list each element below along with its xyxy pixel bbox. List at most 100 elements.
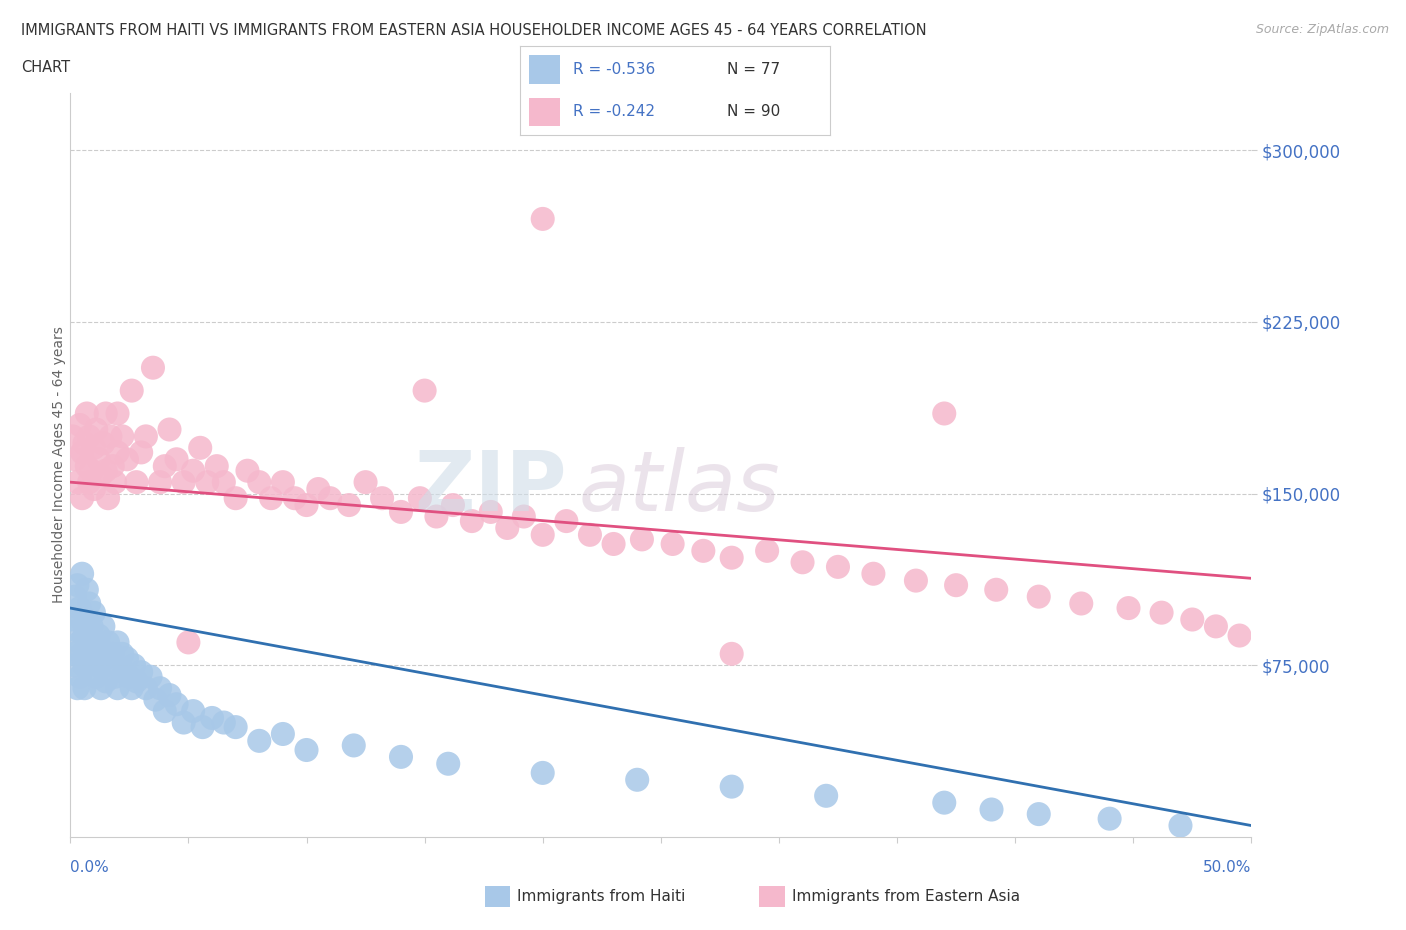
Point xyxy=(70,491,93,506)
Point xyxy=(70,566,93,581)
Point xyxy=(1028,806,1050,821)
Point xyxy=(62,612,84,627)
Point xyxy=(225,720,247,735)
Point xyxy=(479,504,502,519)
Point xyxy=(111,646,134,661)
Point xyxy=(1118,601,1140,616)
Point xyxy=(135,681,157,696)
Point xyxy=(76,642,98,657)
Point xyxy=(307,482,329,497)
Point xyxy=(205,458,228,473)
Point xyxy=(496,521,519,536)
Point xyxy=(166,697,188,711)
Bar xyxy=(530,98,561,126)
Point xyxy=(97,635,120,650)
Point xyxy=(343,738,366,753)
Point xyxy=(1028,590,1050,604)
Point xyxy=(295,498,318,512)
Point xyxy=(93,436,115,451)
Point xyxy=(69,670,91,684)
Point xyxy=(63,658,86,672)
Point xyxy=(73,658,96,672)
Point xyxy=(441,498,464,512)
Point xyxy=(461,513,484,528)
Point xyxy=(177,635,200,650)
Point xyxy=(73,436,96,451)
Point xyxy=(181,704,204,719)
Point xyxy=(188,441,211,456)
Point xyxy=(80,463,103,478)
Point xyxy=(80,619,103,634)
Point xyxy=(1229,628,1251,643)
Point xyxy=(104,670,127,684)
Point xyxy=(602,537,624,551)
Point xyxy=(87,452,110,467)
Point xyxy=(159,422,181,437)
Point xyxy=(389,750,412,764)
Point xyxy=(90,468,112,483)
Point xyxy=(73,628,96,643)
Point xyxy=(531,211,554,226)
Point xyxy=(236,463,259,478)
Point xyxy=(80,651,103,666)
Point xyxy=(76,612,98,627)
Text: N = 90: N = 90 xyxy=(727,104,780,119)
Point xyxy=(1181,612,1204,627)
Point xyxy=(153,458,176,473)
Point xyxy=(114,665,136,680)
Point xyxy=(181,463,204,478)
Point xyxy=(83,605,105,620)
Point xyxy=(284,491,307,506)
Point xyxy=(93,619,115,634)
Point xyxy=(84,422,107,437)
Point xyxy=(66,681,89,696)
Point xyxy=(661,537,683,551)
Point xyxy=(76,406,98,421)
Point xyxy=(100,429,122,444)
Point xyxy=(115,651,138,666)
Point xyxy=(191,720,214,735)
Point xyxy=(139,670,162,684)
Point xyxy=(70,612,93,627)
Point xyxy=(118,670,141,684)
Point xyxy=(815,789,838,804)
Point xyxy=(77,429,100,444)
Bar xyxy=(530,56,561,84)
Point xyxy=(513,509,536,524)
Point xyxy=(70,445,93,459)
Point xyxy=(107,681,129,696)
Point xyxy=(90,642,112,657)
Point xyxy=(934,406,956,421)
Point xyxy=(425,509,447,524)
Point xyxy=(862,566,884,581)
Point xyxy=(70,646,93,661)
Point xyxy=(83,482,105,497)
Point xyxy=(631,532,654,547)
Point xyxy=(115,452,138,467)
Text: Immigrants from Eastern Asia: Immigrants from Eastern Asia xyxy=(792,889,1019,904)
Point xyxy=(195,474,218,489)
Point xyxy=(1070,596,1092,611)
Point xyxy=(247,474,270,489)
Point xyxy=(129,445,152,459)
Point xyxy=(934,795,956,810)
Point xyxy=(83,635,105,650)
Point xyxy=(980,802,1002,817)
Point xyxy=(66,623,89,638)
Point xyxy=(827,560,849,575)
Text: R = -0.242: R = -0.242 xyxy=(572,104,655,119)
Text: 50.0%: 50.0% xyxy=(1204,860,1251,875)
Point xyxy=(84,670,107,684)
Point xyxy=(437,756,460,771)
Point xyxy=(62,429,84,444)
Point xyxy=(1150,605,1173,620)
Point xyxy=(101,646,124,661)
Point xyxy=(271,474,294,489)
Point xyxy=(792,555,814,570)
Point xyxy=(107,635,129,650)
Point xyxy=(1205,619,1227,634)
Point xyxy=(90,681,112,696)
Point xyxy=(271,726,294,741)
Point xyxy=(104,474,127,489)
Point xyxy=(626,772,648,787)
